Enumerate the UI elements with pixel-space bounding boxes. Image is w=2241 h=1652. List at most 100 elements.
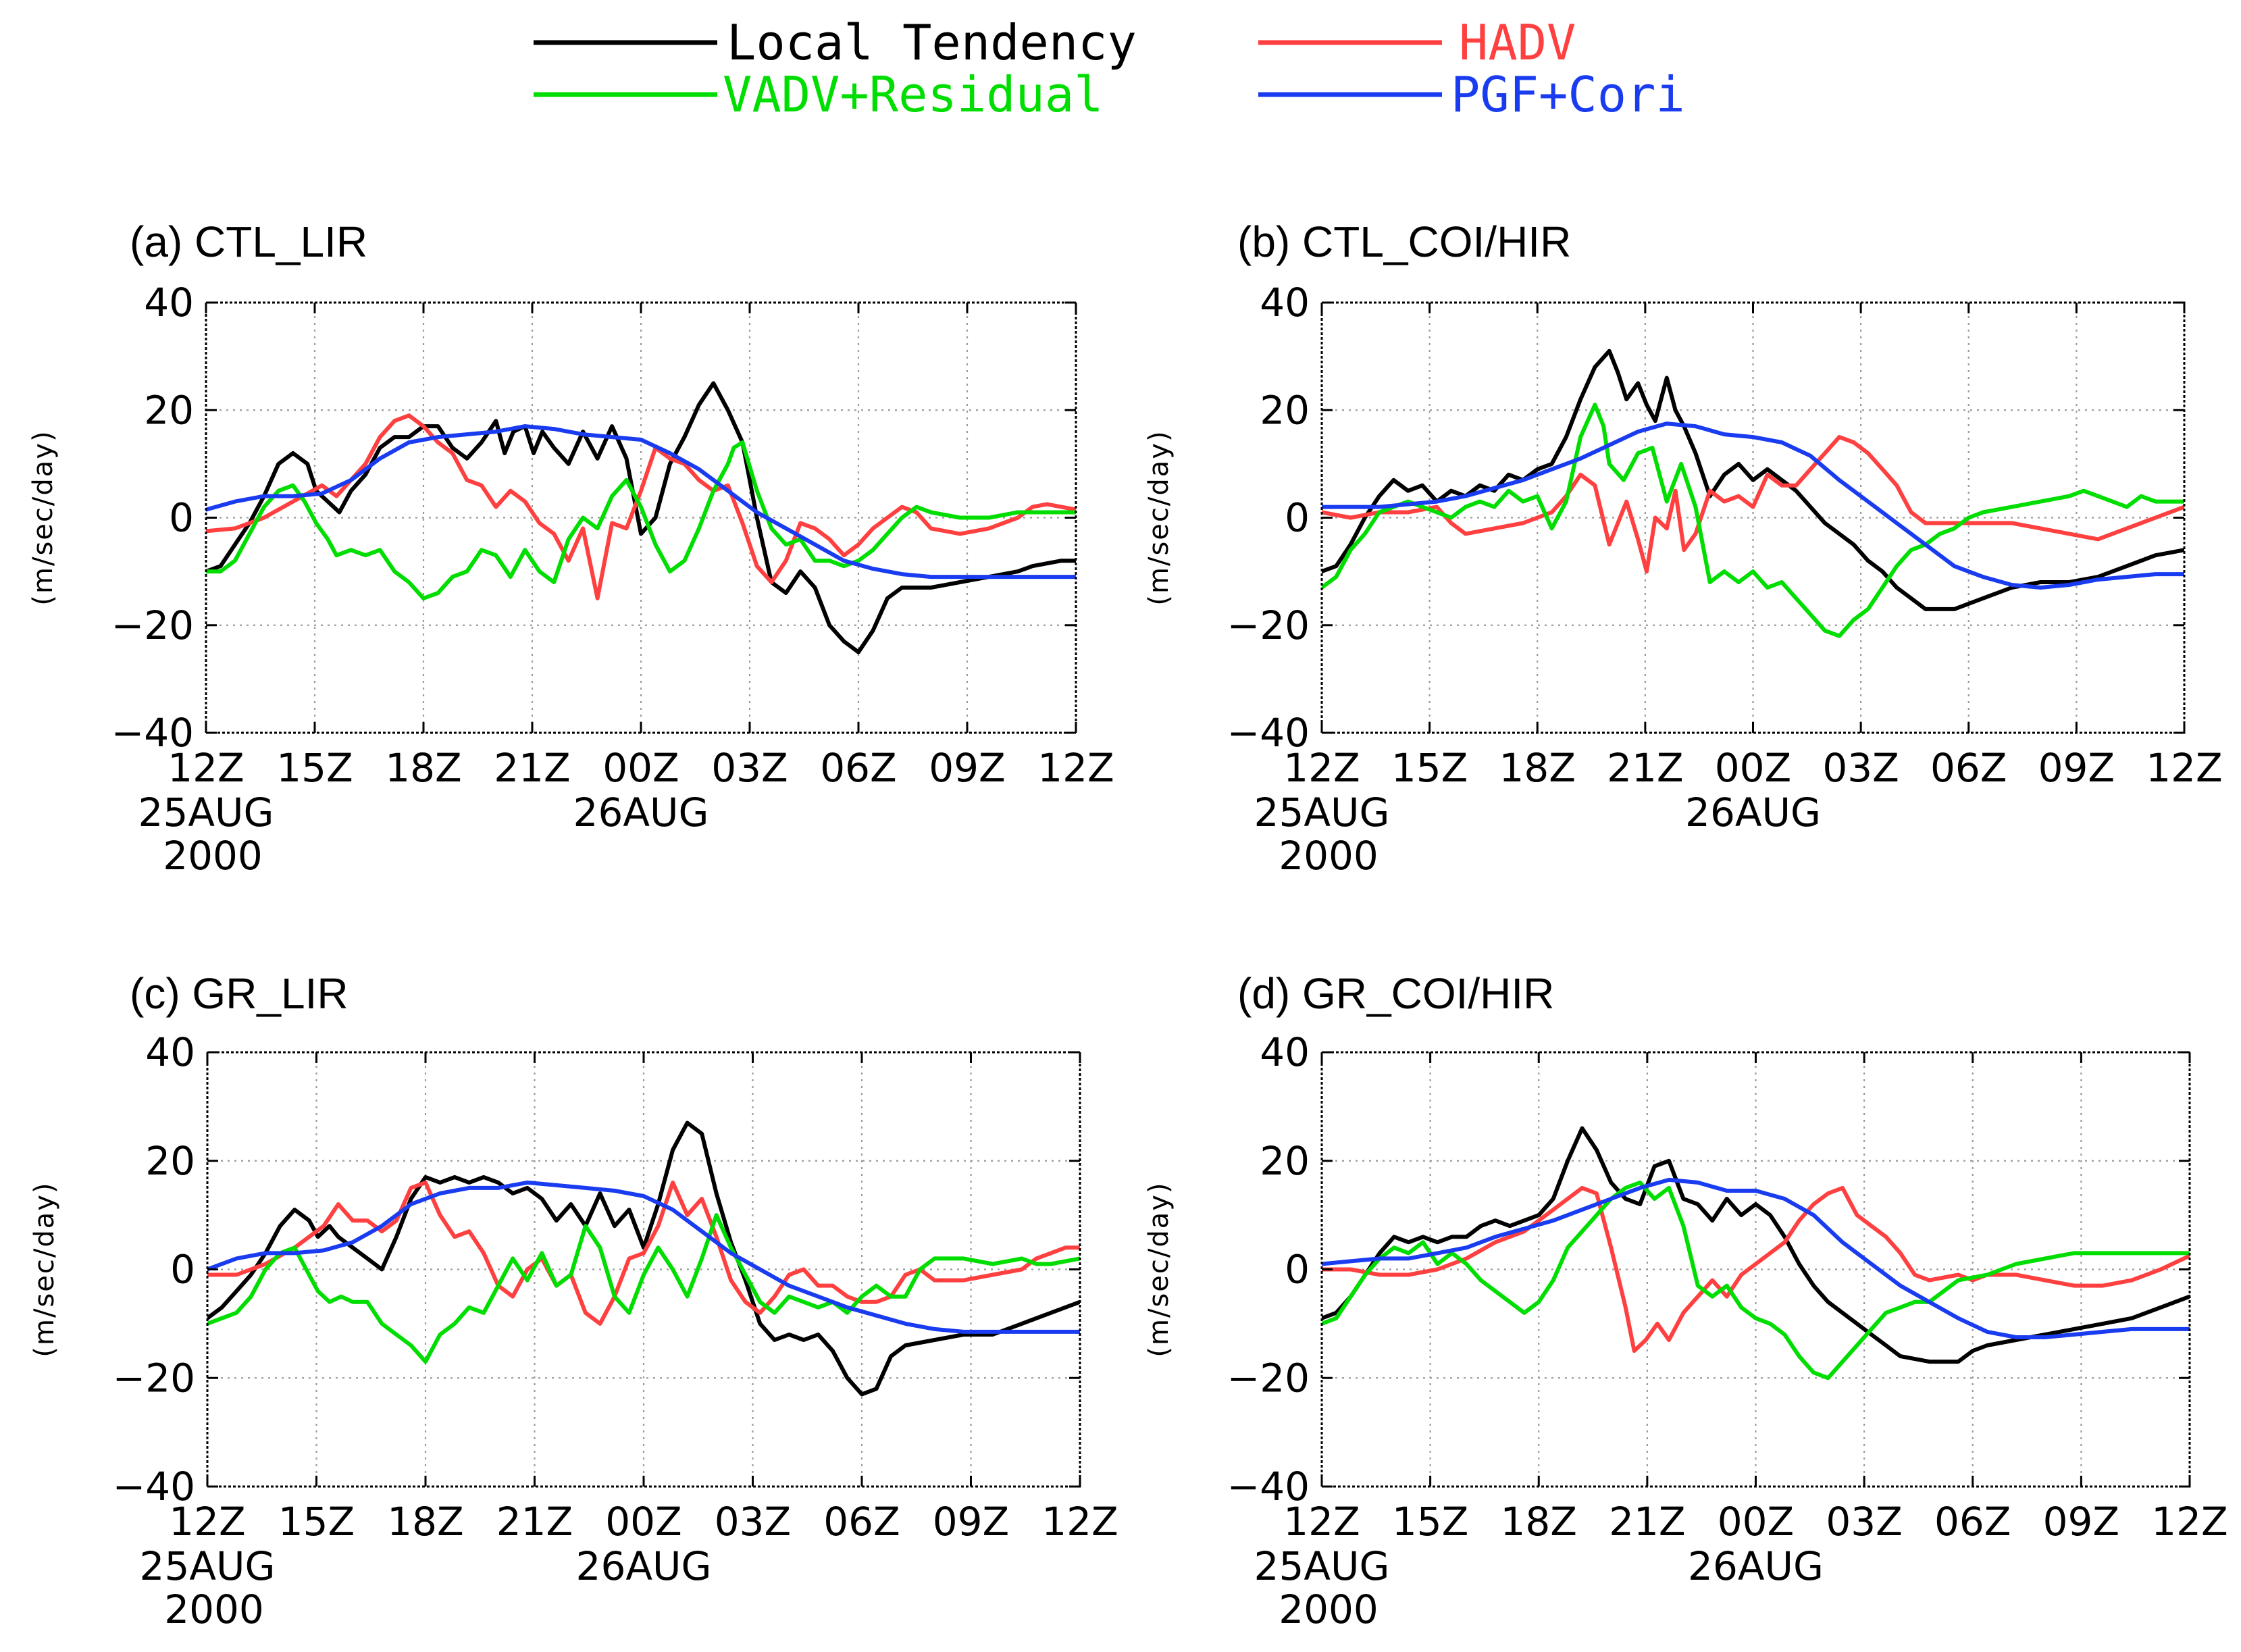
- date-label-next: 26AUG: [1685, 790, 1821, 835]
- y-tick-label: 20: [144, 387, 194, 433]
- x-tick-label: 18Z: [385, 745, 462, 791]
- y-tick-label: 20: [1260, 1138, 1310, 1184]
- legend: Local Tendency HADV VADV+Residual PGF+Co…: [534, 14, 1685, 123]
- series-group: [1322, 1126, 2190, 1380]
- date-label-next: 26AUG: [1688, 1543, 1824, 1589]
- series-line-local-tendency: [206, 381, 1076, 654]
- y-tick-label: 0: [170, 1247, 195, 1293]
- y-tick-label: 40: [1260, 280, 1310, 326]
- x-tick-label: 09Z: [933, 1499, 1010, 1545]
- y-tick-label: −40: [1227, 710, 1310, 756]
- y-axis-label: (m/sec/day): [1143, 430, 1175, 605]
- date-label-next: 26AUG: [576, 1543, 712, 1589]
- date-label-year: 2000: [1279, 833, 1379, 879]
- series-line-pgf-cori: [1322, 1177, 2190, 1339]
- y-tick-label: −20: [113, 1355, 195, 1401]
- series-line-pgf-cori: [206, 424, 1076, 579]
- x-tick-label: 06Z: [823, 1499, 900, 1545]
- x-tick-label: 00Z: [1718, 1499, 1795, 1545]
- date-label-start: 25AUG: [140, 1543, 276, 1589]
- y-tick-label: 40: [1260, 1029, 1310, 1075]
- x-tick-label: 21Z: [1609, 1499, 1686, 1545]
- series-line-hadv: [1322, 435, 2184, 574]
- x-tick-label: 18Z: [1500, 1499, 1577, 1545]
- series-line-hadv: [207, 1180, 1080, 1326]
- x-tick-label: 12Z: [168, 745, 244, 791]
- y-axis-label: (m/sec/day): [28, 430, 59, 605]
- y-tick-label: −20: [1227, 602, 1310, 648]
- date-label-start: 25AUG: [138, 790, 274, 835]
- x-tick-label: 03Z: [1822, 745, 1899, 791]
- date-label-year: 2000: [164, 1586, 264, 1632]
- series-group: [206, 381, 1076, 654]
- date-label-year: 2000: [1279, 1586, 1379, 1632]
- series-line-pgf-cori: [207, 1180, 1080, 1334]
- x-tick-label: 12Z: [1283, 1499, 1360, 1545]
- x-tick-label: 03Z: [715, 1499, 792, 1545]
- series-line-vadv-residual: [1322, 403, 2184, 638]
- x-tick-label: 00Z: [1715, 745, 1792, 791]
- x-tick-label: 21Z: [494, 745, 571, 791]
- series-line-vadv-residual: [1322, 1180, 2190, 1380]
- x-tick-label: 09Z: [929, 745, 1006, 791]
- y-tick-label: −20: [1227, 1355, 1310, 1401]
- series-line-hadv: [206, 413, 1076, 600]
- date-label-start: 25AUG: [1254, 790, 1390, 835]
- x-tick-label: 21Z: [1607, 745, 1684, 791]
- x-tick-label: 12Z: [169, 1499, 246, 1545]
- x-tick-label: 09Z: [2043, 1499, 2120, 1545]
- series-group: [207, 1120, 1080, 1397]
- x-tick-label: 12Z: [2151, 1499, 2228, 1545]
- x-tick-label: 00Z: [605, 1499, 682, 1545]
- legend-label-hadv: HADV: [1459, 14, 1576, 71]
- y-tick-label: 0: [1285, 495, 1310, 541]
- legend-label-local-tendency: Local Tendency: [727, 14, 1137, 71]
- y-tick-label: 0: [1285, 1247, 1310, 1293]
- y-tick-label: −40: [111, 710, 194, 756]
- series-line-local-tendency: [1322, 1126, 2190, 1364]
- x-tick-label: 15Z: [278, 1499, 355, 1545]
- x-tick-label: 00Z: [602, 745, 679, 791]
- series-group: [1322, 349, 2184, 638]
- panel-title: (b) CTL_COI/HIR: [1237, 217, 1571, 266]
- x-tick-label: 15Z: [1392, 1499, 1469, 1545]
- x-tick-label: 12Z: [1037, 745, 1114, 791]
- x-tick-label: 15Z: [1391, 745, 1468, 791]
- x-tick-label: 03Z: [711, 745, 788, 791]
- legend-label-pgf-cori: PGF+Cori: [1451, 66, 1685, 123]
- series-line-vadv-residual: [206, 440, 1076, 600]
- y-tick-label: 20: [145, 1138, 195, 1184]
- y-tick-label: 40: [144, 280, 194, 326]
- x-tick-label: 15Z: [276, 745, 353, 791]
- x-tick-label: 06Z: [1934, 1499, 2011, 1545]
- y-tick-label: −40: [113, 1464, 195, 1509]
- y-tick-label: 0: [169, 495, 194, 541]
- date-label-next: 26AUG: [573, 790, 709, 835]
- x-tick-label: 21Z: [496, 1499, 573, 1545]
- panel-title: (a) CTL_LIR: [130, 217, 367, 266]
- panel-title: (c) GR_LIR: [130, 969, 349, 1018]
- series-line-pgf-cori: [1322, 421, 2184, 590]
- x-tick-label: 03Z: [1826, 1499, 1903, 1545]
- y-tick-label: 20: [1260, 387, 1310, 433]
- x-tick-label: 18Z: [387, 1499, 464, 1545]
- y-tick-label: −40: [1227, 1464, 1310, 1509]
- x-tick-label: 06Z: [820, 745, 897, 791]
- date-label-year: 2000: [163, 833, 263, 879]
- legend-label-vadv-residual: VADV+Residual: [723, 66, 1104, 123]
- x-tick-label: 12Z: [1283, 745, 1360, 791]
- series-line-vadv-residual: [207, 1213, 1080, 1364]
- y-tick-label: −20: [111, 602, 194, 648]
- x-tick-label: 12Z: [1041, 1499, 1118, 1545]
- x-tick-label: 09Z: [2038, 745, 2115, 791]
- panel-title: (d) GR_COI/HIR: [1237, 969, 1554, 1018]
- x-tick-label: 18Z: [1499, 745, 1576, 791]
- series-line-local-tendency: [207, 1120, 1080, 1397]
- y-tick-label: 40: [145, 1029, 195, 1075]
